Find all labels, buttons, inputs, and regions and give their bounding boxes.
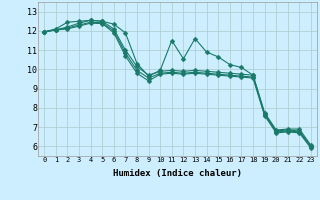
- X-axis label: Humidex (Indice chaleur): Humidex (Indice chaleur): [113, 169, 242, 178]
